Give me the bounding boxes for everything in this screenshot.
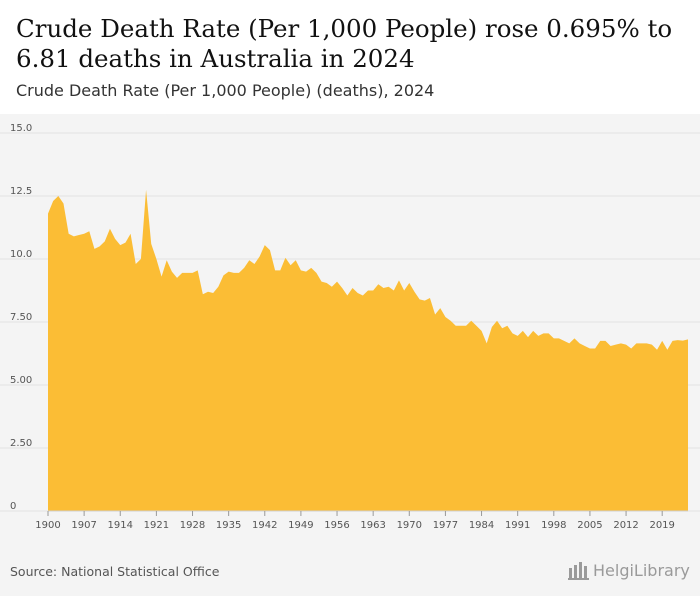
x-tick-label: 1963 <box>360 520 385 531</box>
x-tick-label: 1914 <box>108 520 133 531</box>
library-building-icon <box>568 562 589 580</box>
series-area <box>48 189 688 511</box>
chart-subtitle: Crude Death Rate (Per 1,000 People) (dea… <box>16 81 435 100</box>
x-tick-label: 1998 <box>541 520 566 531</box>
x-axis-ticks: 1900 1907 1914 1921 1928 1935 1942 1949 1956 1963… <box>35 511 675 531</box>
source-note: Source: National Statistical Office <box>10 564 220 579</box>
x-tick-label: 1991 <box>505 520 530 531</box>
x-tick-label: 1956 <box>324 520 349 531</box>
x-tick-label: 1907 <box>71 520 96 531</box>
x-tick-label: 1970 <box>397 520 422 531</box>
y-tick-label: 2.50 <box>10 438 32 449</box>
y-tick-label: 7.50 <box>10 312 32 323</box>
x-tick-label: 1935 <box>216 520 241 531</box>
data-area <box>48 189 688 512</box>
x-tick-label: 1921 <box>144 520 169 531</box>
chart-title: Crude Death Rate (Per 1,000 People) rose… <box>16 14 673 73</box>
x-tick-label: 2005 <box>577 520 602 531</box>
y-tick-label: 12.5 <box>10 186 32 197</box>
header: Crude Death Rate (Per 1,000 People) rose… <box>0 0 700 114</box>
y-axis-ticks: 0 2.50 5.00 7.50 10.0 12.5 15.0 <box>10 123 32 512</box>
x-tick-label: 1942 <box>252 520 277 531</box>
y-tick-label: 0 <box>10 501 16 512</box>
brand-logo[interactable]: HelgiLibrary <box>568 560 690 580</box>
y-tick-label: 5.00 <box>10 375 32 386</box>
x-tick-label: 2012 <box>613 520 638 531</box>
y-tick-label: 10.0 <box>10 249 32 260</box>
x-tick-label: 1977 <box>433 520 458 531</box>
x-tick-label: 1928 <box>180 520 205 531</box>
x-tick-label: 1900 <box>35 520 60 531</box>
brand-name: HelgiLibrary <box>593 560 690 580</box>
y-tick-label: 15.0 <box>10 123 32 134</box>
x-tick-label: 2019 <box>649 520 674 531</box>
x-tick-label: 1984 <box>469 520 494 531</box>
x-tick-label: 1949 <box>288 520 313 531</box>
